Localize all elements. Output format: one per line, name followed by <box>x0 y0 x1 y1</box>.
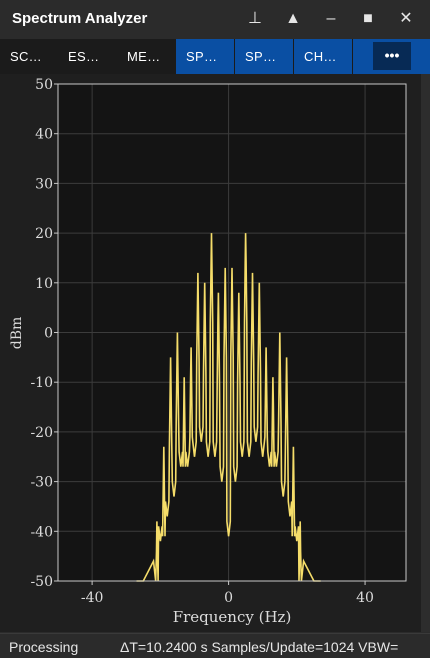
y-tick-label: -10 <box>30 375 53 391</box>
y-tick-label: -40 <box>30 524 53 540</box>
vertical-scrollbar[interactable] <box>421 74 430 632</box>
tab-sc[interactable]: SC… <box>10 49 42 64</box>
y-tick-label: 50 <box>35 77 53 93</box>
x-tick-label: 0 <box>224 590 233 606</box>
more-tabs-button[interactable]: ••• <box>373 42 411 70</box>
y-tick-label: 10 <box>35 276 53 292</box>
y-tick-labels: 50 40 30 20 10 0 -10 -20 -30 -40 -50 <box>30 77 58 590</box>
tab-sp-2[interactable]: SP… <box>235 39 293 74</box>
y-tick-label: 30 <box>35 176 53 192</box>
close-icon[interactable]: ✕ <box>399 10 413 27</box>
x-tick-label: 40 <box>356 590 374 606</box>
y-tick-label: -30 <box>30 475 53 491</box>
x-axis-label: Frequency (Hz) <box>173 608 292 626</box>
status-processing: Processing <box>9 639 79 655</box>
maximize-icon[interactable]: ■ <box>363 10 373 27</box>
y-tick-label: 20 <box>35 226 53 242</box>
y-tick-label: 40 <box>35 127 53 143</box>
tab-me[interactable]: ME… <box>127 49 161 64</box>
minimize-icon[interactable]: – <box>326 10 336 27</box>
tab-ch[interactable]: CH… <box>294 39 352 74</box>
y-tick-label: 0 <box>44 326 53 342</box>
title-bar: Spectrum Analyzer ⊥ ▲ – ■ ✕ <box>0 0 430 39</box>
triangle-up-icon[interactable]: ▲ <box>285 10 301 27</box>
y-tick-label: -20 <box>30 425 53 441</box>
plot-panel: 50 40 30 20 10 0 -10 -20 -30 -40 -50 -40 0 40 Freque… <box>0 74 421 632</box>
status-stats: ΔT=10.2400 s Samples/Update=1024 VBW= <box>120 639 399 655</box>
tab-es[interactable]: ES… <box>68 49 100 64</box>
tab-sp-1[interactable]: SP… <box>176 39 234 74</box>
x-tick-label: -40 <box>81 590 104 606</box>
spectrum-chart: 50 40 30 20 10 0 -10 -20 -30 -40 -50 -40 0 40 Freque… <box>9 77 407 626</box>
status-bar: Processing ΔT=10.2400 s Samples/Update=1… <box>0 633 430 658</box>
y-tick-label: -50 <box>30 574 53 590</box>
y-axis-label: dBm <box>9 317 25 350</box>
tab-bar: SC… ES… ME… SP… SP… CH… <box>0 39 430 74</box>
spectrum-trace <box>136 233 321 582</box>
pin-icon[interactable]: ⊥ <box>248 10 262 27</box>
x-tick-labels: -40 0 40 <box>81 581 374 606</box>
window-title: Spectrum Analyzer <box>12 10 148 27</box>
plot-frame <box>57 83 407 582</box>
